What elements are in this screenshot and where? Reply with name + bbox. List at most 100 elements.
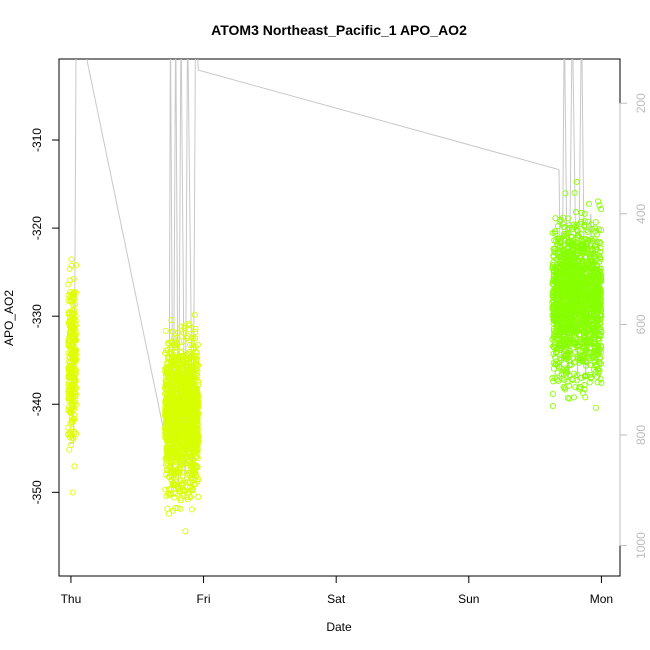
data-point (583, 240, 590, 247)
data-point (67, 406, 74, 413)
data-point (574, 343, 581, 350)
data-point (162, 486, 169, 493)
data-point (164, 394, 171, 401)
data-point (65, 338, 72, 345)
data-point (598, 379, 605, 386)
data-point (562, 352, 570, 359)
data-point (551, 342, 558, 349)
data-point (550, 378, 557, 385)
data-point (560, 338, 567, 345)
data-point (193, 385, 200, 392)
data-point (550, 343, 557, 350)
data-point (171, 494, 178, 501)
data-point (551, 295, 558, 302)
data-point (585, 355, 593, 362)
data-point (169, 360, 176, 368)
data-point (598, 328, 605, 335)
data-point (556, 341, 563, 349)
data-point (174, 505, 181, 512)
data-point (566, 271, 573, 278)
data-point (597, 296, 605, 303)
data-point (596, 202, 603, 209)
data-point (192, 328, 199, 335)
data-point (188, 362, 195, 369)
data-point (570, 301, 577, 308)
series-line (68, 59, 597, 491)
data-point (573, 178, 580, 185)
data-point (568, 242, 575, 249)
data-point (71, 463, 78, 470)
data-point (172, 421, 179, 428)
data-point (65, 395, 72, 402)
y2-tick-label: 1000 (634, 532, 648, 559)
data-point (69, 324, 76, 331)
data-point (584, 218, 591, 225)
data-point (194, 372, 201, 379)
y-tick-label: -350 (30, 480, 44, 504)
data-point (597, 244, 604, 252)
data-point (582, 347, 589, 354)
data-point (175, 382, 182, 389)
data-point (175, 329, 182, 336)
data-point (581, 372, 588, 379)
data-point (177, 461, 184, 468)
data-point (554, 369, 561, 376)
data-point (169, 375, 176, 382)
data-point (66, 265, 73, 272)
data-point (559, 296, 566, 303)
data-point (168, 491, 175, 498)
data-point (170, 373, 177, 380)
data-point (582, 282, 589, 289)
data-point (572, 209, 580, 216)
data-point (558, 371, 565, 378)
data-point (563, 266, 570, 273)
y-tick-label: -330 (30, 304, 44, 328)
data-point (556, 291, 563, 299)
data-point (577, 286, 584, 293)
data-point (188, 506, 196, 513)
data-point (165, 426, 173, 433)
x-tick-label: Fri (197, 592, 211, 606)
data-point (550, 245, 557, 252)
data-point (586, 316, 593, 323)
data-point (170, 351, 177, 358)
data-point (555, 278, 563, 285)
data-point (563, 310, 570, 317)
data-point (68, 441, 75, 448)
data-point (556, 276, 563, 283)
data-point (177, 444, 184, 451)
data-point (189, 352, 196, 359)
data-point (167, 400, 174, 407)
data-point (556, 257, 563, 264)
data-point (549, 402, 556, 410)
data-point (554, 362, 561, 369)
data-point (555, 377, 562, 384)
data-point (70, 361, 77, 368)
data-point (591, 343, 598, 350)
data-point (596, 346, 603, 354)
data-point (551, 317, 558, 324)
data-point (178, 354, 185, 361)
data-point (561, 230, 568, 237)
data-point (163, 385, 171, 392)
data-point (596, 295, 603, 302)
data-point (568, 289, 575, 296)
data-point (577, 357, 585, 364)
data-point (183, 450, 190, 457)
data-point (573, 309, 580, 316)
data-point (564, 303, 571, 310)
data-point (178, 429, 185, 436)
data-point (191, 335, 199, 342)
data-point (588, 269, 595, 276)
data-point (556, 248, 563, 255)
data-point (68, 256, 75, 263)
data-point (549, 262, 557, 269)
data-point (177, 398, 185, 405)
data-point (165, 473, 172, 480)
data-point (591, 304, 598, 311)
data-point (562, 354, 570, 361)
data-point (574, 300, 581, 307)
data-point (563, 253, 570, 260)
data-point (71, 307, 78, 314)
scatter-points (65, 178, 605, 535)
